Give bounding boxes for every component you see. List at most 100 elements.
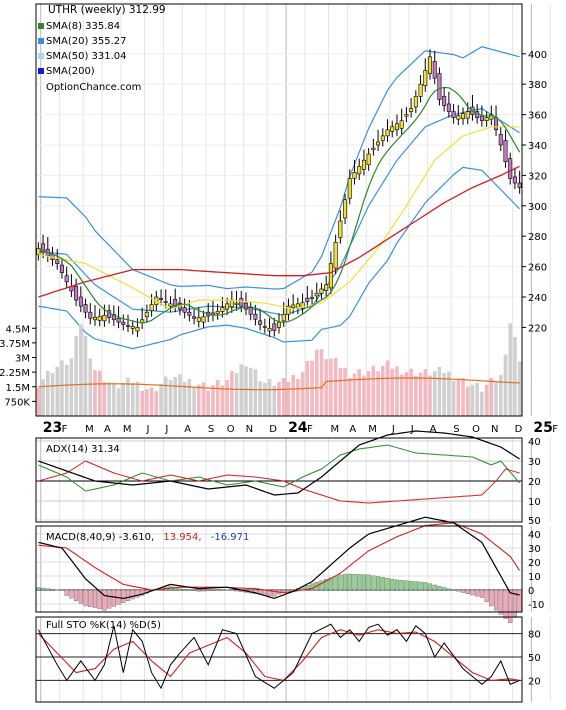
macd-histogram-bar <box>418 581 423 591</box>
macd-histogram-bar <box>319 580 324 591</box>
volume-bar <box>230 371 234 416</box>
macd-histogram-bar <box>234 589 239 592</box>
lower-band-line <box>38 166 521 350</box>
macd-histogram-bar <box>78 589 83 604</box>
volume-bar <box>451 380 456 416</box>
volume-bar <box>489 377 494 416</box>
sma50-line <box>38 126 520 310</box>
macd-histogram-bar <box>423 582 428 591</box>
candle-body <box>300 302 305 309</box>
candle-body <box>503 140 508 163</box>
volume-bar <box>286 381 291 416</box>
x-axis-label-4: M <box>123 424 132 435</box>
volume-bar <box>74 336 78 416</box>
legend-swatch-sma8 <box>38 23 44 29</box>
candle-body <box>201 316 206 323</box>
volume-bar <box>432 371 437 416</box>
macd-histogram-bar <box>390 578 395 591</box>
volume-bar <box>470 384 475 416</box>
legend-swatch-sma50 <box>38 53 44 59</box>
candle-body <box>168 303 173 307</box>
sto-panel-frame <box>35 616 523 703</box>
candle-body <box>314 292 319 297</box>
volume-bar <box>300 372 305 416</box>
x-axis-label-20: S <box>453 424 459 435</box>
volume-bar <box>41 379 45 416</box>
macd-histogram-bar <box>177 588 182 591</box>
volume-bar <box>333 357 338 416</box>
macd-histogram-bar <box>196 589 201 592</box>
price-panel-frame <box>35 3 523 417</box>
legend-sma20: SMA(20) 355.27 <box>46 36 127 47</box>
candle-body <box>253 313 258 320</box>
volume-bar <box>102 381 107 416</box>
candle-body <box>88 311 93 319</box>
candle-body <box>258 320 263 325</box>
volume-bar <box>116 388 121 416</box>
candle-body <box>376 141 381 146</box>
volume-bar <box>178 374 182 416</box>
volume-bar <box>46 370 50 416</box>
volume-bar <box>225 379 229 416</box>
candle-body <box>319 288 324 294</box>
x-axis-label-21: O <box>472 424 480 435</box>
volume-bar <box>206 390 211 416</box>
volume-bar <box>314 349 319 416</box>
volume-bar <box>338 368 343 416</box>
macd-histogram-bar <box>371 575 376 591</box>
volume-bar <box>414 376 418 416</box>
candle-body <box>36 248 41 255</box>
macd-tick-label: 10 <box>528 572 541 583</box>
volume-bar <box>399 374 404 416</box>
adx-line <box>38 430 520 496</box>
macd-histogram-bar <box>88 589 93 607</box>
volume-bar <box>140 390 144 416</box>
volume-bar <box>36 387 41 416</box>
candle-body <box>385 129 390 137</box>
x-axis-label-7: A <box>184 424 191 435</box>
volume-bar <box>498 375 503 416</box>
volume-bar <box>494 381 498 416</box>
candle-body <box>192 316 197 319</box>
volume-bar <box>409 368 413 416</box>
price-tick-label: 380 <box>528 80 547 91</box>
volume-bar <box>347 377 352 416</box>
candle-body <box>74 286 79 301</box>
macd-histogram-bar <box>286 589 291 592</box>
volume-bar <box>319 349 324 416</box>
candle-body <box>451 111 456 118</box>
volume-bar <box>503 354 508 416</box>
sma8-line <box>38 86 521 324</box>
volume-bar <box>130 382 135 416</box>
x-axis-label-9: O <box>227 424 235 435</box>
macd-histogram-bar <box>64 589 69 596</box>
candle-body <box>272 323 277 331</box>
adx-panel-frame <box>35 437 523 523</box>
candle-body <box>215 311 220 315</box>
macd-histogram-bar <box>59 589 65 591</box>
macd-histogram-bar <box>324 579 329 591</box>
volume-bar <box>385 360 390 416</box>
candle-body <box>366 153 371 166</box>
volume-tick-label: 4.5M <box>5 324 30 335</box>
macd-histogram-bar <box>45 588 50 591</box>
candle-body <box>159 298 164 300</box>
candle-body <box>248 307 253 315</box>
candle-body <box>338 220 343 239</box>
macd-histogram-bar <box>498 589 503 615</box>
x-axis-label-2: M <box>85 424 94 435</box>
volume-bar <box>55 366 60 416</box>
macd-histogram-bar <box>215 589 220 591</box>
candle-body <box>267 328 272 332</box>
macd-histogram-bar <box>182 589 187 591</box>
candle-body <box>225 303 230 310</box>
macd-tick-label: 0 <box>528 586 534 597</box>
candle-body <box>427 56 432 74</box>
volume-bar <box>97 370 102 416</box>
volume-bar <box>253 369 258 416</box>
candle-body <box>286 305 291 315</box>
macd-histogram-bar <box>404 580 409 591</box>
legend-sma200: SMA(200) <box>46 66 95 77</box>
candle-body <box>380 135 385 141</box>
macd-histogram-bar <box>40 587 46 591</box>
